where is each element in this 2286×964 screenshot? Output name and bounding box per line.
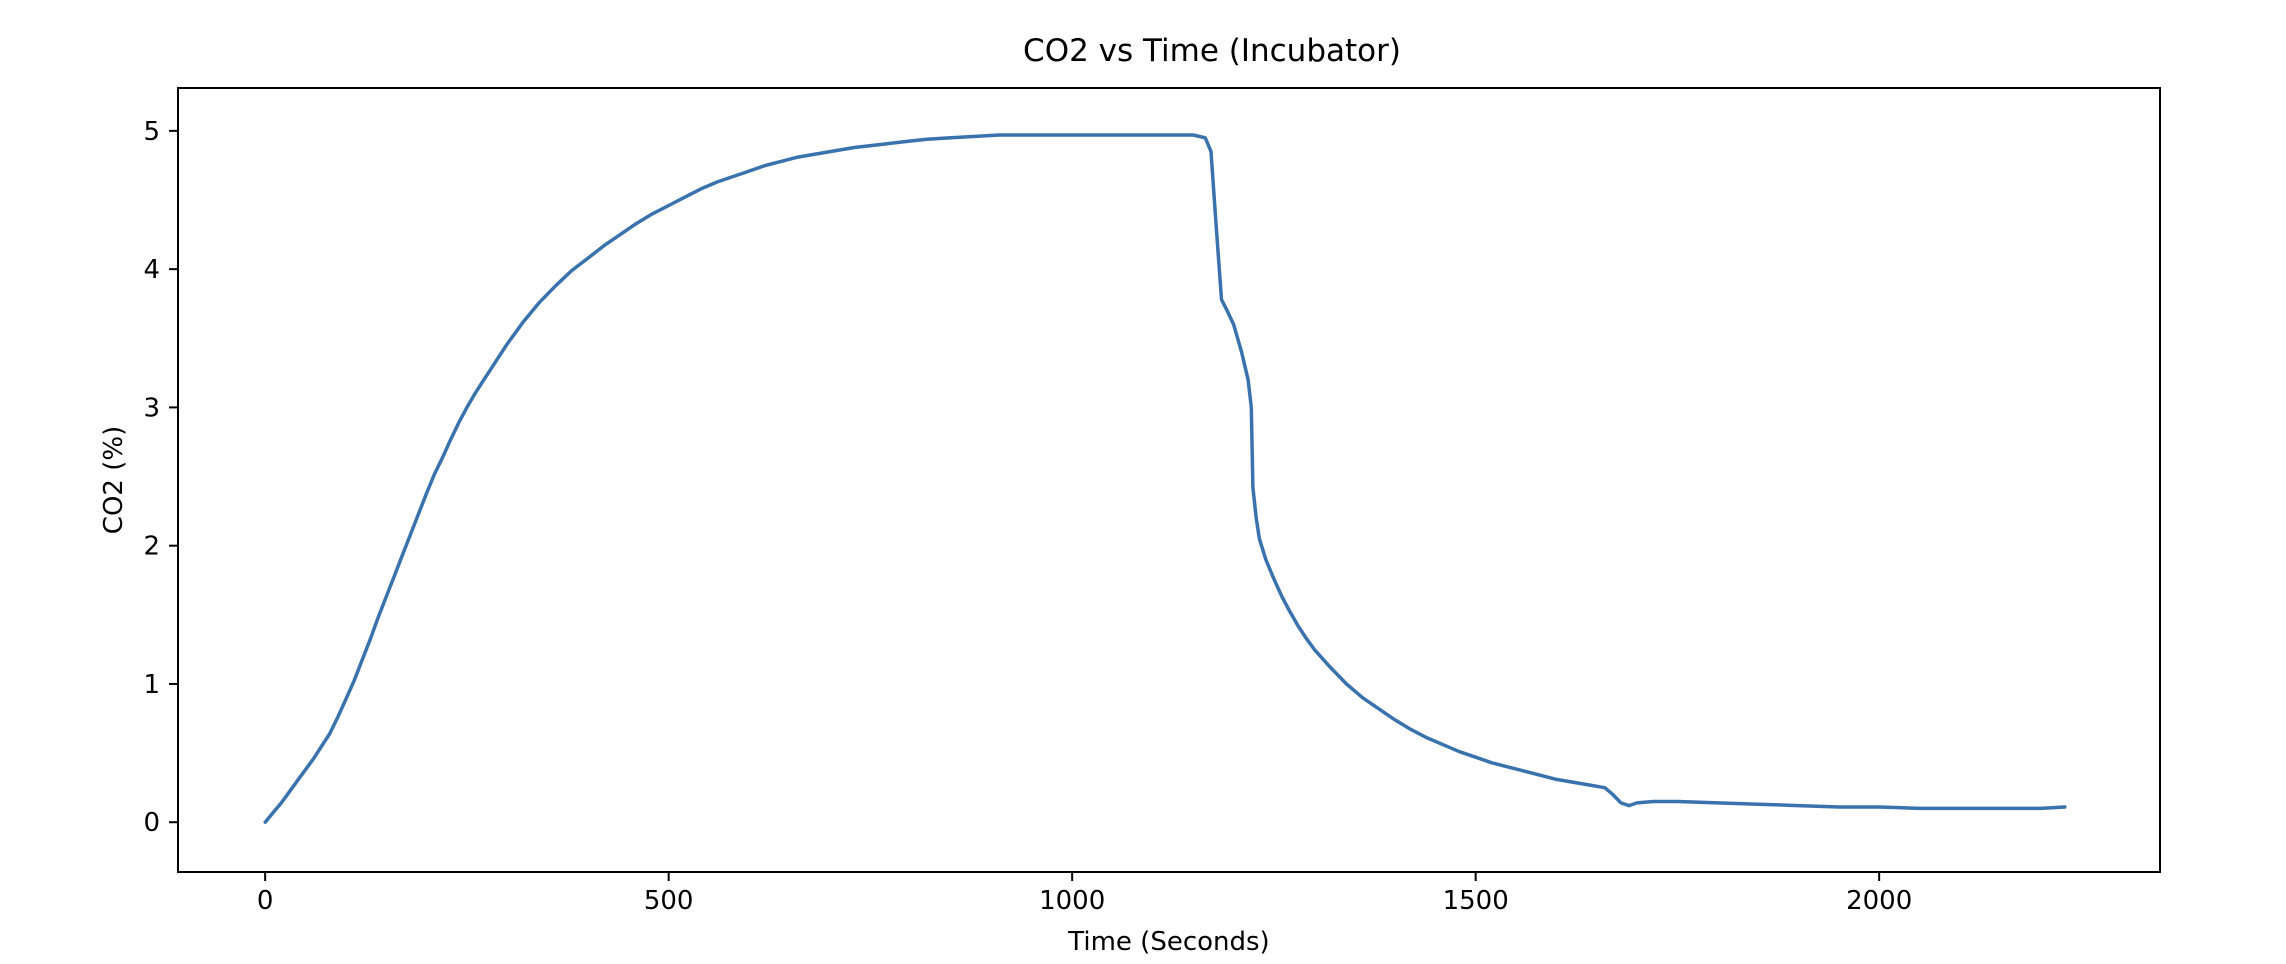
y-tick-label: 1: [143, 670, 160, 700]
x-axis-label: Time (Seconds): [1067, 927, 1269, 957]
x-axis: 0 500 1000 1500 2000: [257, 872, 1912, 916]
y-tick-label: 4: [143, 255, 160, 285]
plot-frame: [177, 87, 2161, 873]
series-line-0: [263, 133, 2067, 824]
y-tick-label: 3: [143, 393, 160, 423]
y-axis-label: CO2 (%): [99, 426, 129, 534]
x-tick-label: 2000: [1846, 886, 1912, 916]
y-axis: 0 1 2 3 4 5: [143, 117, 178, 838]
plot-area: [263, 133, 2067, 824]
y-tick-label: 2: [143, 532, 160, 562]
y-tick-label: 5: [143, 117, 160, 147]
x-tick-label: 1500: [1443, 886, 1509, 916]
x-tick-label: 0: [257, 886, 274, 916]
chart-title: CO2 vs Time (Incubator): [1023, 33, 1401, 69]
x-tick-label: 500: [644, 886, 694, 916]
y-tick-label: 0: [143, 808, 160, 838]
x-tick-label: 1000: [1039, 886, 1105, 916]
